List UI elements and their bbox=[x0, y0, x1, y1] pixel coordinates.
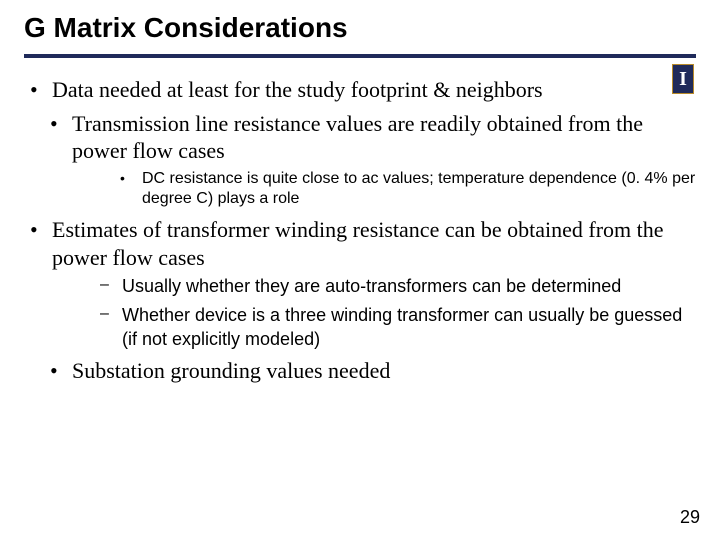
sub-bullet-item: Whether device is a three winding transf… bbox=[52, 304, 696, 351]
bullet-item: Data needed at least for the study footp… bbox=[24, 76, 696, 104]
title-rule bbox=[24, 54, 696, 58]
bullet-item: Estimates of transformer winding resista… bbox=[24, 216, 696, 351]
bullet-list: Data needed at least for the study footp… bbox=[24, 76, 696, 385]
sub-bullet-list: DC resistance is quite close to ac value… bbox=[72, 169, 696, 211]
sub-bullet-item: DC resistance is quite close to ac value… bbox=[72, 169, 696, 211]
slide-title: G Matrix Considerations bbox=[24, 12, 696, 44]
bullet-item: Transmission line resistance values are … bbox=[24, 110, 696, 211]
sub-bullet-list: Usually whether they are auto-transforme… bbox=[52, 275, 696, 351]
bullet-text: Transmission line resistance values are … bbox=[72, 111, 643, 164]
page-number: 29 bbox=[680, 507, 700, 528]
sub-bullet-item: Usually whether they are auto-transforme… bbox=[52, 275, 696, 298]
bullet-item: Substation grounding values needed bbox=[24, 357, 696, 385]
slide: G Matrix Considerations I Data needed at… bbox=[0, 0, 720, 540]
bullet-text: Estimates of transformer winding resista… bbox=[52, 217, 664, 270]
